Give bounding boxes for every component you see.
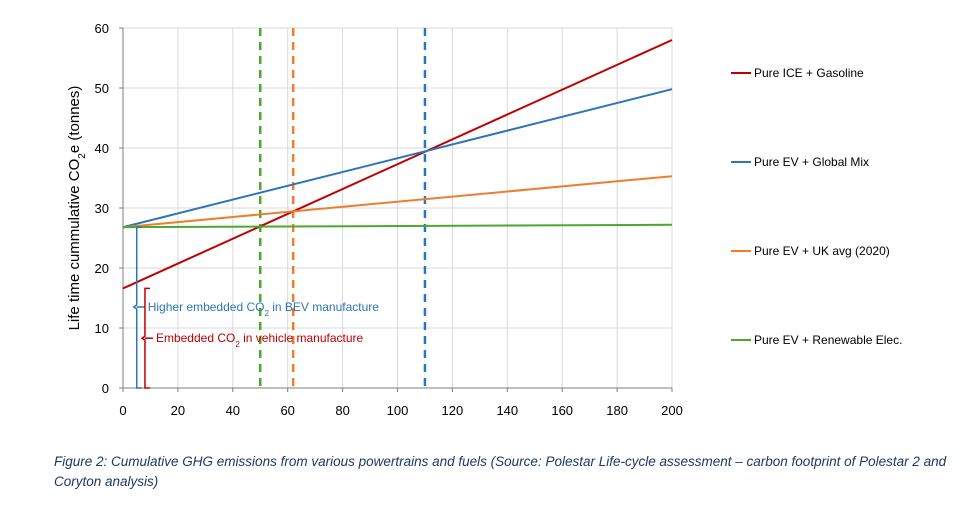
x-tick-label: 40 [226,403,240,418]
x-tick-label: 80 [335,403,349,418]
y-tick-label: 0 [102,381,109,396]
legend-entry: Pure EV + Renewable Elec. [754,333,902,347]
axes [119,27,673,392]
x-tick-label: 160 [551,403,573,418]
annotations: Higher embedded CO2 in BEV manufacture Em… [132,226,380,389]
legend: Pure ICE + Gasoline Pure EV + Global Mix P… [731,66,902,347]
legend-entry: Pure ICE + Gasoline [754,66,864,80]
series-line [122,175,673,229]
series-lines [122,39,673,290]
series-line [122,88,673,229]
y-axis-label: Life time cummulative CO2e (tonnes) [66,86,88,331]
y-tick-label: 40 [95,141,109,156]
vertical-markers [259,28,427,388]
annotation-label: Embedded CO2 in vehicle manufacture [156,331,364,349]
x-tick-label: 100 [387,403,409,418]
emissions-chart: Higher embedded CO2 in BEV manufacture Em… [66,21,902,418]
y-tick-labels: 0 10 20 30 40 50 60 [95,21,109,396]
x-tick-label: 120 [442,403,464,418]
legend-entry: Pure EV + UK avg (2020) [754,244,890,258]
series-line [122,39,673,290]
x-tick-label: 200 [661,403,683,418]
x-tick-label: 180 [606,403,628,418]
annotation-label: Higher embedded CO2 in BEV manufacture [148,300,380,318]
x-tick-label: 140 [496,403,518,418]
y-tick-label: 60 [95,21,109,36]
y-tick-label: 20 [95,261,109,276]
annotation-bracket [140,287,150,389]
x-tick-label: 20 [171,403,185,418]
annotation-bracket [132,226,142,389]
y-tick-label: 30 [95,201,109,216]
x-tick-label: 0 [119,403,126,418]
series-line [122,223,673,229]
figure-caption: Figure 2: Cumulative GHG emissions from … [54,454,947,489]
y-tick-label: 50 [95,81,109,96]
x-tick-label: 60 [280,403,294,418]
x-tick-labels: 0 20 40 60 80 100 120 140 160 180 200 [119,403,682,418]
y-tick-label: 10 [95,321,109,336]
legend-entry: Pure EV + Global Mix [754,155,869,169]
